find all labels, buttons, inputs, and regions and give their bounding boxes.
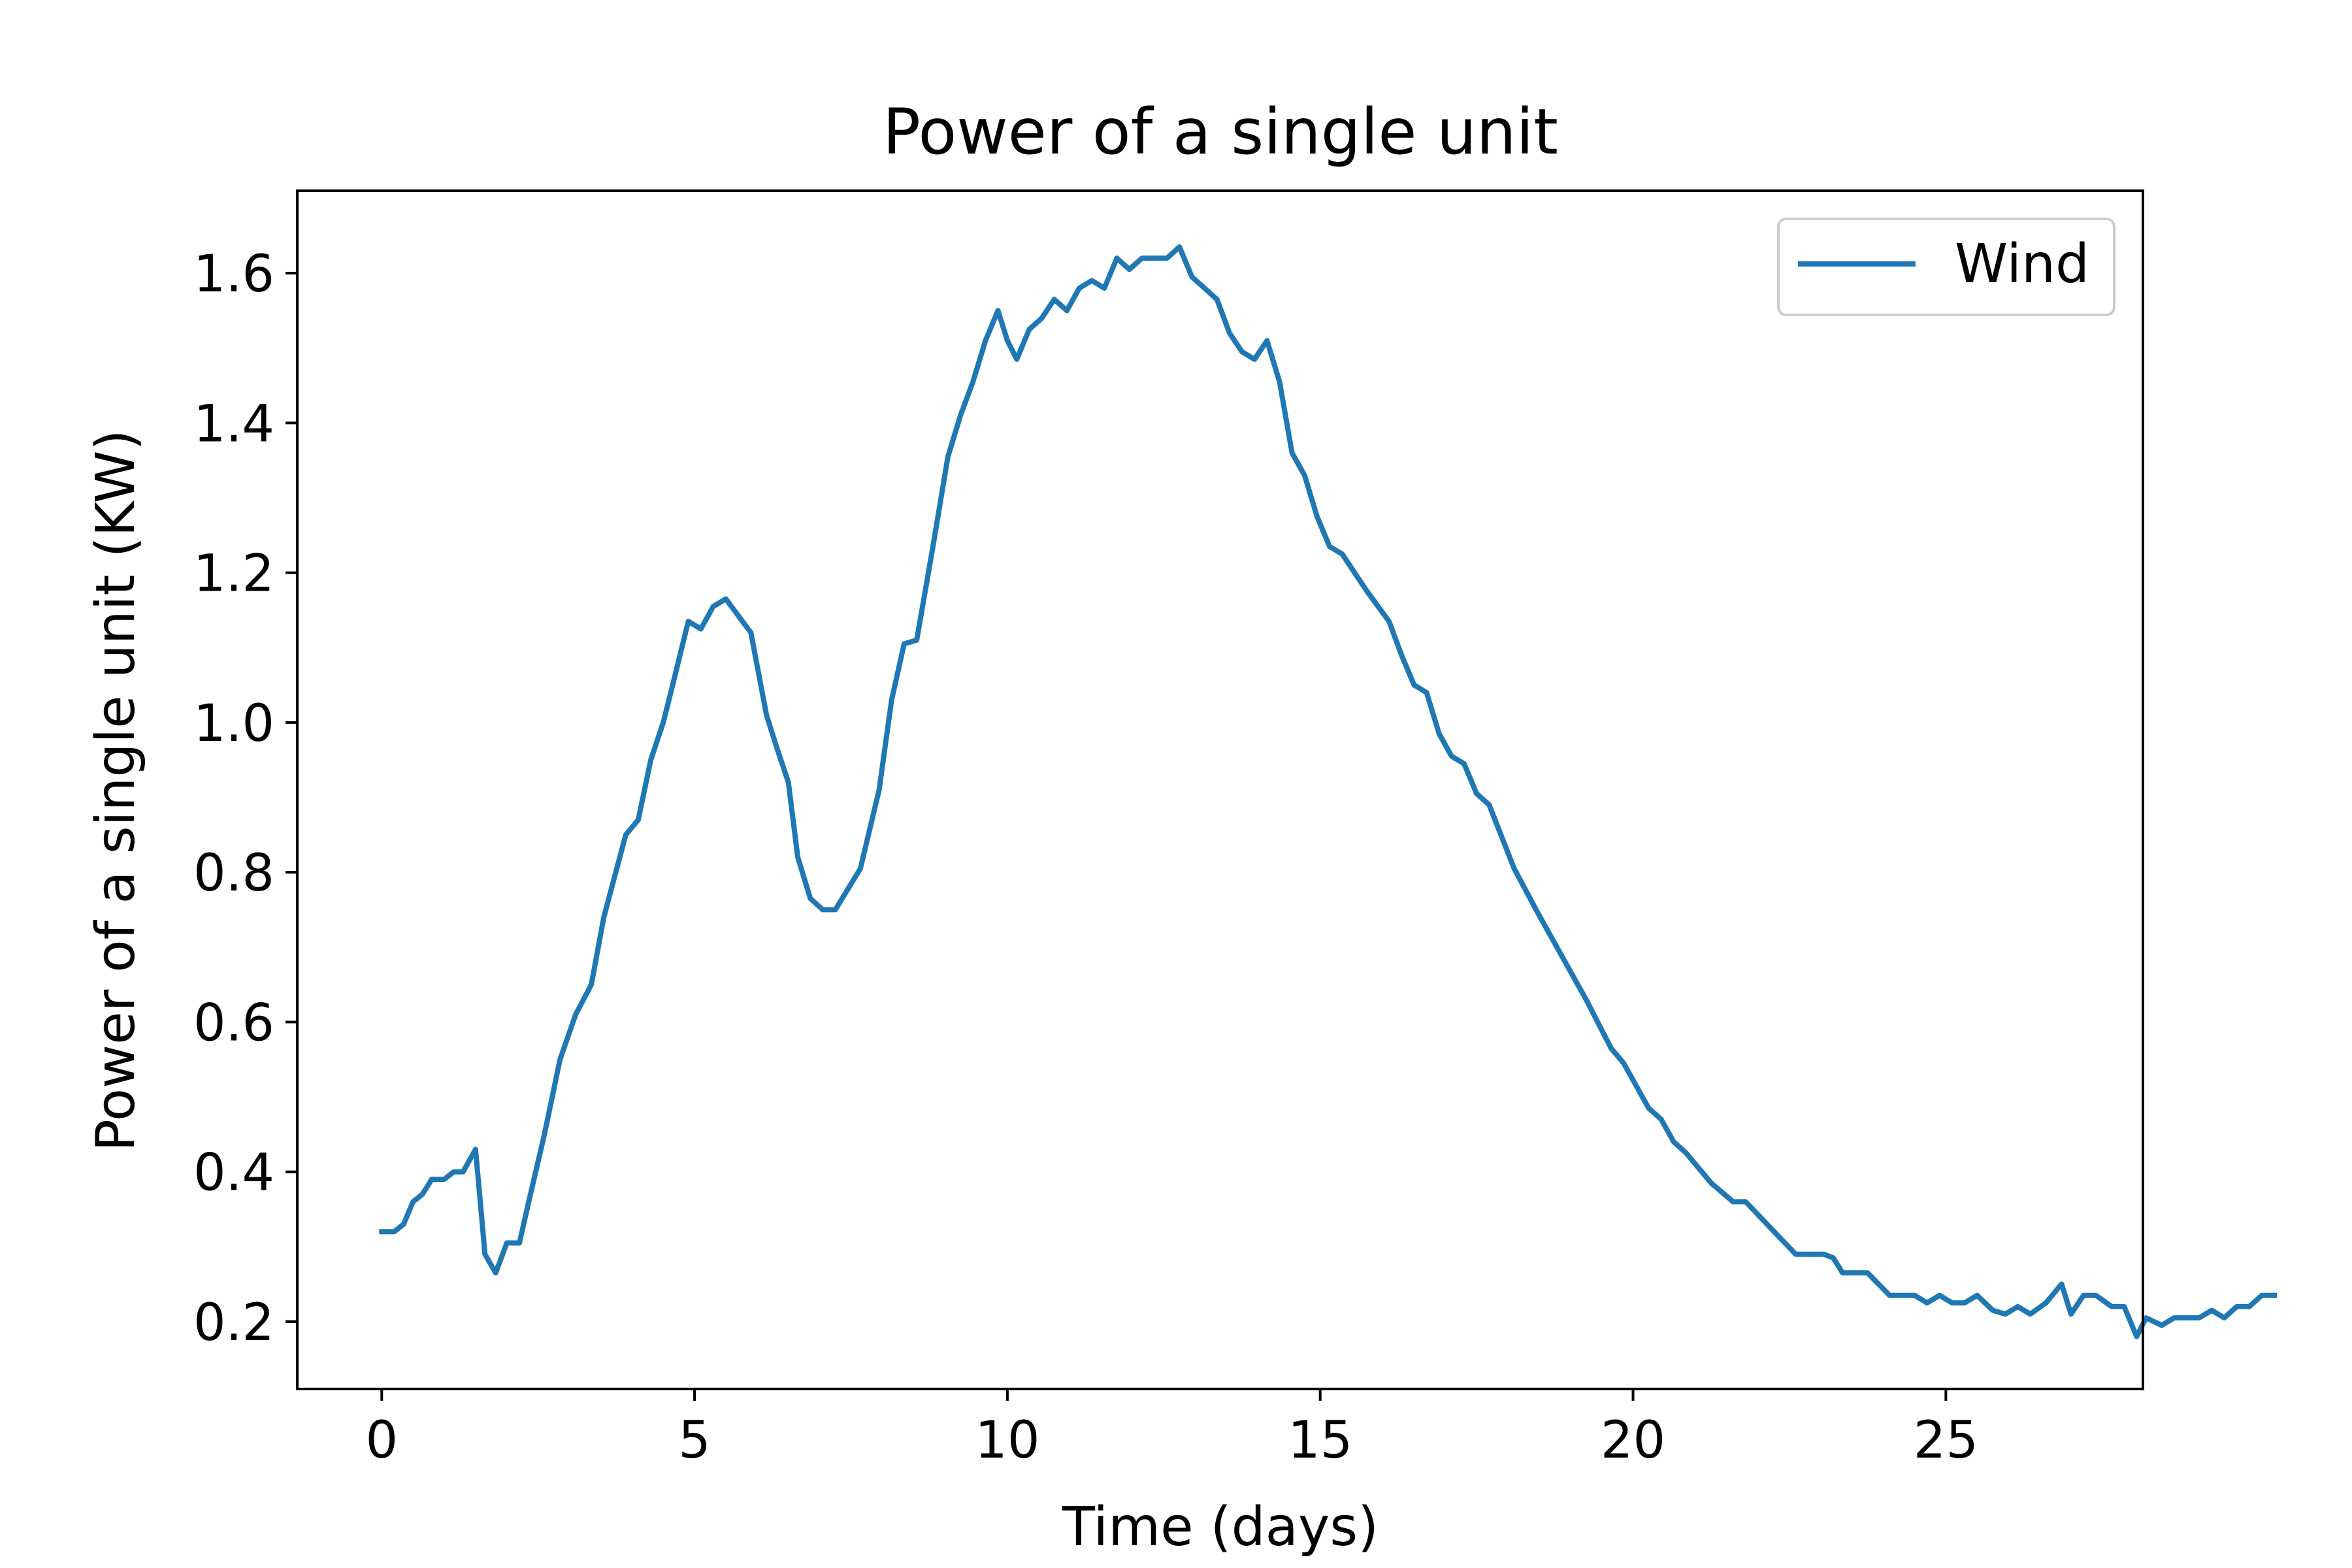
chart-title: Power of a single unit bbox=[883, 95, 1558, 169]
y-tick-label: 0.4 bbox=[193, 1144, 274, 1203]
x-axis: 0 5 10 15 20 25 bbox=[365, 1389, 1978, 1470]
x-tick-label: 20 bbox=[1601, 1411, 1665, 1470]
x-tick-label: 10 bbox=[975, 1411, 1039, 1470]
y-tick-label: 1.0 bbox=[193, 694, 274, 753]
y-tick-label: 0.6 bbox=[193, 994, 274, 1053]
series-line-wind bbox=[379, 244, 2278, 1339]
series-layer bbox=[379, 244, 2278, 1339]
legend: Wind bbox=[1777, 218, 2115, 316]
y-tick-label: 1.2 bbox=[193, 545, 274, 604]
legend-label-wind: Wind bbox=[1955, 233, 2089, 295]
x-tick-label: 5 bbox=[678, 1411, 711, 1470]
x-tick-label: 0 bbox=[365, 1411, 398, 1470]
y-tick-label: 0.2 bbox=[193, 1294, 274, 1352]
x-tick-label: 25 bbox=[1914, 1411, 1978, 1470]
legend-box bbox=[1777, 218, 2115, 316]
y-tick-label: 1.4 bbox=[193, 395, 274, 453]
y-tick-label: 1.6 bbox=[193, 245, 274, 304]
x-tick-label: 15 bbox=[1288, 1411, 1352, 1470]
y-axis: 0.2 0.4 0.6 0.8 1.0 1.2 1.4 1.6 bbox=[193, 245, 297, 1352]
plot-frame bbox=[296, 189, 2144, 1390]
x-axis-label: Time (days) bbox=[1062, 1496, 1379, 1558]
y-axis-label: Power of a single unit (KW) bbox=[85, 429, 147, 1151]
plot-area bbox=[296, 189, 2278, 1390]
y-tick-label: 0.8 bbox=[193, 844, 274, 903]
